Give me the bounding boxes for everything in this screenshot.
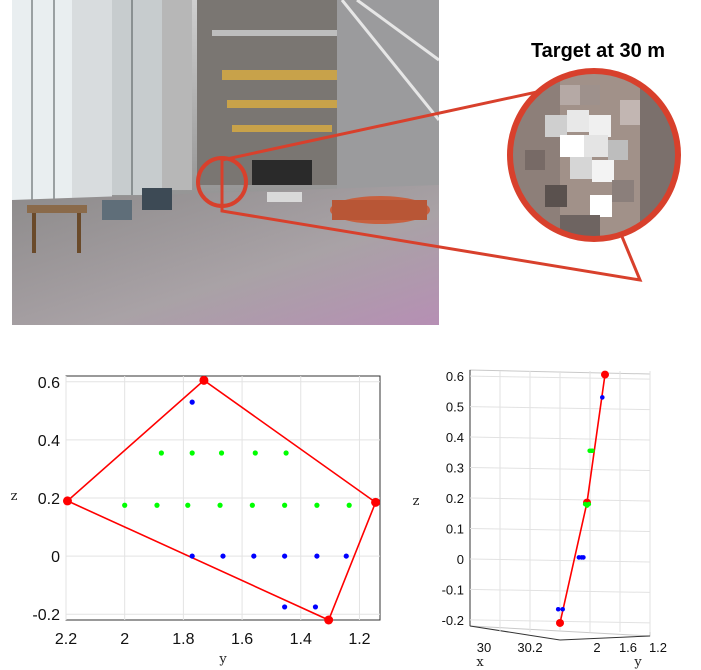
x-tick-labels: 2.2 2 1.8 1.6 1.4 1.2 [55,631,371,648]
bottom-tick-label: 2 [593,640,600,655]
x-tick-label: 1.2 [348,631,370,648]
data-point [600,395,605,400]
z-tick-label: 0.1 [446,521,464,536]
y-tick-label: 0.4 [38,433,60,450]
z-axis-label: z [413,494,420,509]
x-tick-label: 1.4 [290,631,312,648]
data-point [185,502,191,508]
y-tick-label: 0 [51,549,60,566]
data-point [189,450,195,456]
grid-line-z [469,375,651,380]
grid-line-z [469,467,651,472]
grid-line-z [469,406,651,411]
data-point [189,399,195,405]
bottom-tick-labels: 30 30.2 2 1.6 1.2 [477,640,667,655]
zoom-title: Target at 30 m [530,40,666,62]
y-tick-label: -0.2 [32,607,60,624]
grid-line-z [469,527,651,532]
3d-view-chart: 0.6 0.5 0.4 0.3 0.2 0.1 0 -0.1 -0.2 30 30.2 2 1.6 1.… [413,369,667,670]
data-marks [555,370,609,627]
z-tick-labels: 0.6 0.5 0.4 0.3 0.2 0.1 0 -0.1 -0.2 [442,369,464,628]
data-point [217,502,223,508]
grid-lines [65,376,380,620]
grid-line-z [469,558,651,563]
data-point [590,448,595,454]
grid-line-z [469,588,651,593]
zoom-cone [220,85,643,282]
data-point [158,450,164,456]
y-tick-labels: 0.6 0.4 0.2 0 -0.2 [32,375,60,624]
z-tick-label: 0.6 [446,369,464,384]
x-tick-label: 1.8 [172,631,194,648]
corner-point [556,618,564,627]
data-point [586,501,592,507]
data-point [560,606,565,612]
data-point [346,502,352,508]
corner-point [601,370,609,379]
y-axis-label: z [11,489,18,504]
data-point [249,502,255,508]
data-point [122,502,128,508]
x-tick-label: 2 [120,631,129,648]
zoom-callout [196,68,681,282]
source-circle [196,156,248,208]
z-tick-label: 0 [457,552,464,567]
corner-point [324,615,334,625]
bottom-tick-label: 1.6 [619,640,637,655]
data-point [282,604,288,610]
x-tick-label: 1.6 [231,631,253,648]
zoom-circle [507,68,681,242]
data-point [154,502,160,508]
z-tick-label: -0.1 [442,582,464,597]
data-point [312,604,319,610]
z-tick-label: 0.4 [446,430,464,445]
data-point [581,555,586,560]
x-axis-label: y [218,652,227,667]
data-point [282,502,288,508]
grid-lines [469,369,651,641]
data-point [314,502,320,508]
y-tick-label: 0.6 [38,375,60,392]
z-tick-label: 0.3 [446,461,464,476]
y-axis-line [559,635,651,641]
x-axis-line [469,625,561,641]
yz-projection-chart: 2.2 2 1.8 1.6 1.4 1.2 0.6 0.4 0.2 0 -0.2 y z [11,375,381,667]
atrium-photo [12,0,439,325]
z-tick-label: 0.2 [446,491,464,506]
data-point [189,553,195,559]
corner-point [199,375,209,385]
data-point [220,553,226,559]
bottom-tick-label: 1.2 [649,640,667,655]
z-tick-label: 0.5 [446,400,464,415]
corner-point [371,497,381,507]
bottom-tick-label: 30 [477,640,491,655]
data-point [218,450,225,456]
data-point [251,553,257,559]
data-marks [62,375,381,625]
data-point [343,553,349,559]
x-axis-label: x [476,655,484,670]
y-axis-label: y [633,655,642,670]
y-tick-label: 0.2 [38,491,60,508]
data-point [252,450,258,456]
grid-line-z [469,497,651,502]
bottom-tick-label: 30.2 [517,640,542,655]
corner-point [62,496,72,506]
data-point [283,450,289,456]
data-point [282,553,288,559]
data-point [314,553,320,559]
data-point [555,606,561,612]
z-tick-label: -0.2 [442,613,464,628]
x-tick-label: 2.2 [55,631,77,648]
grid-line-z [469,436,651,441]
